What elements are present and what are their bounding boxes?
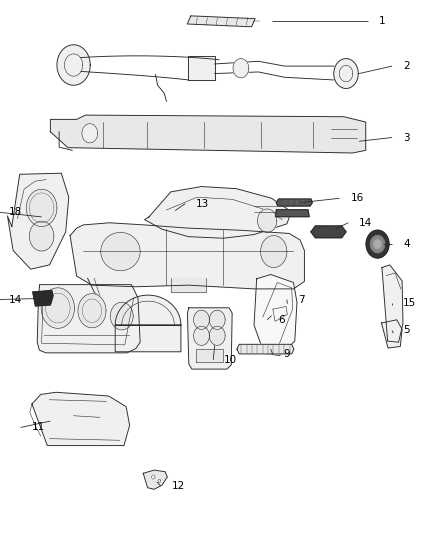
Polygon shape [37,285,140,353]
Polygon shape [171,278,206,292]
Polygon shape [29,221,54,251]
Text: 7: 7 [298,295,304,304]
Polygon shape [145,187,291,238]
Polygon shape [254,274,297,356]
Text: 5: 5 [403,326,410,335]
Polygon shape [41,288,74,328]
Ellipse shape [101,232,140,271]
Polygon shape [115,295,181,352]
Polygon shape [194,326,209,345]
Text: 4: 4 [403,239,410,249]
Polygon shape [237,344,294,354]
Polygon shape [196,349,223,362]
Polygon shape [82,124,98,143]
Polygon shape [7,173,69,269]
Polygon shape [258,209,277,232]
Polygon shape [143,470,167,489]
Polygon shape [209,326,225,345]
Polygon shape [311,226,346,238]
Polygon shape [187,16,255,27]
Polygon shape [209,310,225,329]
Text: 14: 14 [359,218,372,228]
Polygon shape [261,236,287,268]
Polygon shape [371,236,385,253]
Text: 15: 15 [403,298,416,308]
Polygon shape [110,302,133,330]
Text: 9: 9 [284,350,290,359]
Polygon shape [152,475,155,479]
Text: 18: 18 [9,207,22,217]
Polygon shape [381,320,402,348]
Text: 14: 14 [9,295,22,304]
Polygon shape [233,59,249,78]
Text: 6: 6 [278,315,285,325]
Polygon shape [276,199,312,206]
Polygon shape [382,265,403,342]
Polygon shape [26,189,57,227]
Polygon shape [276,210,309,216]
Text: 10: 10 [224,355,237,365]
Polygon shape [374,240,381,248]
Polygon shape [78,294,106,328]
Polygon shape [57,45,90,85]
Text: 1: 1 [379,17,385,26]
Polygon shape [158,479,161,482]
Polygon shape [70,223,304,289]
Text: 16: 16 [350,193,364,203]
Polygon shape [187,308,232,369]
Text: 13: 13 [196,199,209,208]
Polygon shape [188,56,215,80]
Text: 3: 3 [403,133,410,142]
Polygon shape [334,59,358,88]
Polygon shape [32,392,130,446]
Polygon shape [33,290,53,306]
Polygon shape [194,310,209,329]
Text: 11: 11 [32,423,45,432]
Polygon shape [366,230,389,258]
Text: 2: 2 [403,61,410,71]
Text: 12: 12 [172,481,185,491]
Polygon shape [50,115,366,153]
